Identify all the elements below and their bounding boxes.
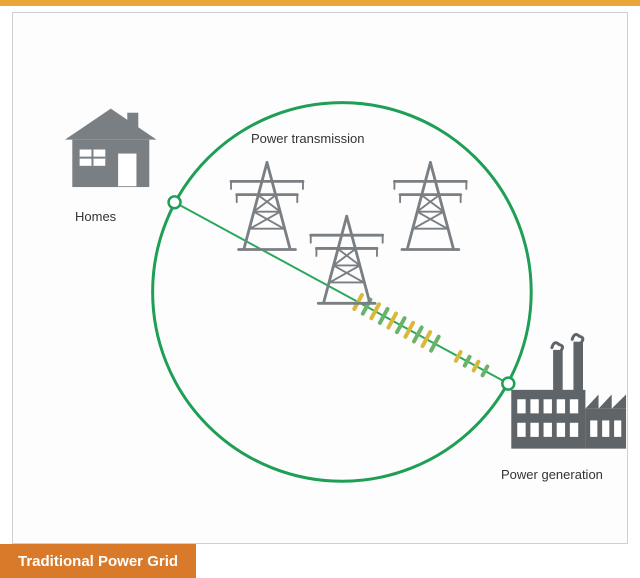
transmission-label: Power transmission <box>251 131 364 146</box>
generation-label: Power generation <box>501 467 603 482</box>
caption-text: Traditional Power Grid <box>18 553 178 570</box>
tower-icon <box>311 216 383 303</box>
homes-label: Homes <box>75 209 116 224</box>
factory-icon <box>511 334 626 448</box>
caption-bar: Traditional Power Grid <box>0 544 196 578</box>
diagram-svg <box>13 13 627 543</box>
tower-icon <box>394 162 466 249</box>
diagram-frame: Homes Power transmission Power generatio… <box>12 12 628 544</box>
top-border <box>0 0 640 6</box>
tower-icon <box>231 162 303 249</box>
house-icon <box>65 109 157 187</box>
